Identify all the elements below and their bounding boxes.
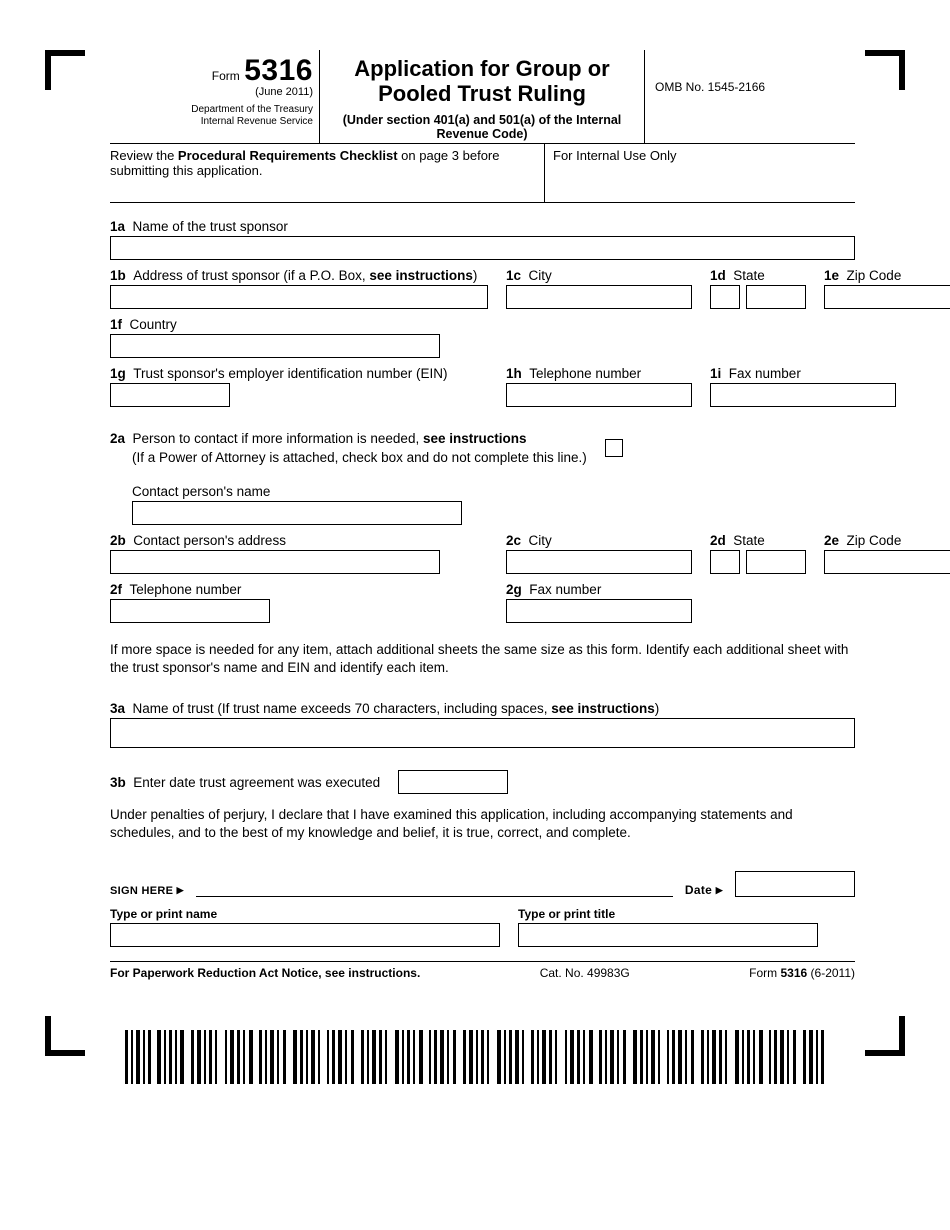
footer-right: Form 5316 (6-2011) [749, 966, 855, 980]
crop-mark-tl [45, 50, 85, 90]
omb-number: OMB No. 1545-2166 [645, 50, 855, 143]
input-1c-city[interactable] [506, 285, 692, 309]
input-2f-telephone[interactable] [110, 599, 270, 623]
subtitle: (Under section 401(a) and 501(a) of the … [328, 113, 636, 141]
input-1d-state2[interactable] [746, 285, 806, 309]
review-instructions: Review the Procedural Requirements Check… [110, 144, 545, 202]
form-header: Form 5316 (June 2011) Department of the … [110, 50, 855, 144]
input-contact-name[interactable] [132, 501, 462, 525]
input-2d-state2[interactable] [746, 550, 806, 574]
footer-left: For Paperwork Reduction Act Notice, see … [110, 966, 420, 980]
review-row: Review the Procedural Requirements Check… [110, 144, 855, 203]
form-word: Form [212, 69, 240, 83]
input-2g-fax[interactable] [506, 599, 692, 623]
section-1a: 1a Name of the trust sponsor [110, 219, 855, 260]
row-1g-1i: 1g Trust sponsor's employer identificati… [110, 366, 855, 407]
more-space-note: If more space is needed for any item, at… [110, 641, 855, 677]
title-line2: Pooled Trust Ruling [328, 81, 636, 106]
section-3a: 3a Name of trust (If trust name exceeds … [110, 701, 855, 748]
input-3a-trust-name[interactable] [110, 718, 855, 748]
input-1g-ein[interactable] [110, 383, 230, 407]
section-2a: 2a Person to contact if more information… [110, 429, 855, 468]
input-1b-address[interactable] [110, 285, 488, 309]
signature-line[interactable] [196, 877, 673, 897]
header-left: Form 5316 (June 2011) Department of the … [110, 50, 320, 143]
row-1b-1e: 1b Address of trust sponsor (if a P.O. B… [110, 268, 855, 309]
title-line1: Application for Group or [328, 56, 636, 81]
signature-row: SIGN HERE ▶ Date ▶ [110, 871, 855, 897]
input-1i-fax[interactable] [710, 383, 896, 407]
input-1f-country[interactable] [110, 334, 440, 358]
input-1a-trust-sponsor-name[interactable] [110, 236, 855, 260]
footer-center: Cat. No. 49983G [540, 966, 630, 980]
row-2b-2e: 2b Contact person's address 2c City 2d S… [110, 533, 855, 574]
input-print-title[interactable] [518, 923, 818, 947]
input-3b-date[interactable] [398, 770, 508, 794]
crop-mark-bl [45, 1016, 85, 1056]
row-print-name-title: Type or print name Type or print title [110, 907, 855, 947]
row-contact-name: Contact person's name [132, 484, 855, 525]
barcode [45, 1030, 905, 1084]
crop-mark-br [865, 1016, 905, 1056]
input-2d-state[interactable] [710, 550, 740, 574]
header-center: Application for Group or Pooled Trust Ru… [320, 50, 645, 143]
form-page: Form 5316 (June 2011) Department of the … [0, 0, 950, 1114]
input-2c-city[interactable] [506, 550, 692, 574]
input-1h-telephone[interactable] [506, 383, 692, 407]
checkbox-poa[interactable] [605, 439, 623, 457]
perjury-statement: Under penalties of perjury, I declare th… [110, 806, 855, 842]
input-1d-state[interactable] [710, 285, 740, 309]
dept-line2: Internal Revenue Service [110, 116, 313, 128]
input-1e-zip[interactable] [824, 285, 950, 309]
dept-line1: Department of the Treasury [110, 104, 313, 116]
sign-here-label: SIGN HERE ▶ [110, 885, 184, 897]
input-signature-date[interactable] [735, 871, 855, 897]
input-2e-zip[interactable] [824, 550, 950, 574]
input-2b-address[interactable] [110, 550, 440, 574]
input-print-name[interactable] [110, 923, 500, 947]
form-number: 5316 [244, 54, 313, 87]
row-2f-2g: 2f Telephone number 2g Fax number [110, 582, 855, 623]
footer-row: For Paperwork Reduction Act Notice, see … [110, 961, 855, 980]
internal-use-only: For Internal Use Only [545, 144, 855, 202]
crop-mark-tr [865, 50, 905, 90]
row-3b: 3b Enter date trust agreement was execut… [110, 770, 855, 794]
row-1f: 1f Country [110, 317, 855, 358]
date-label: Date ▶ [685, 883, 723, 897]
